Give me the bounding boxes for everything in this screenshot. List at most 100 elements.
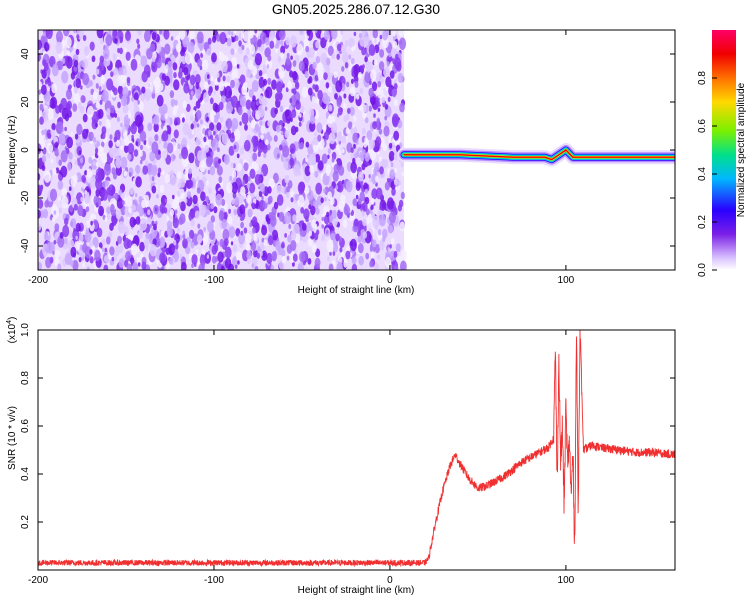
noise-speck (195, 74, 201, 85)
noise-speck (161, 56, 166, 64)
noise-speck (291, 109, 297, 118)
noise-speck (377, 107, 381, 112)
noise-speck (110, 71, 114, 78)
noise-speck (233, 144, 237, 150)
noise-speck (217, 76, 221, 83)
noise-speck (377, 228, 382, 236)
noise-speck (202, 59, 209, 71)
noise-speck (140, 93, 145, 102)
noise-speck (277, 56, 282, 63)
noise-speck (309, 165, 315, 174)
noise-speck (211, 52, 217, 63)
noise-speck (177, 143, 181, 150)
noise-speck (181, 146, 189, 160)
noise-speck (366, 130, 373, 141)
noise-speck (223, 154, 230, 165)
noise-speck (377, 80, 382, 88)
noise-speck (308, 47, 315, 58)
noise-speck (95, 122, 98, 128)
noise-speck (109, 222, 114, 231)
noise-speck (385, 76, 392, 88)
noise-speck (77, 101, 82, 109)
noise-speck (321, 216, 325, 222)
noise-speck (43, 31, 46, 37)
noise-speck (218, 211, 225, 221)
noise-speck (272, 172, 279, 184)
noise-speck (58, 159, 62, 166)
noise-speck (194, 210, 200, 220)
noise-speck (179, 254, 183, 259)
noise-speck (271, 79, 277, 90)
noise-speck (393, 99, 398, 107)
noise-speck (393, 130, 400, 141)
noise-speck (167, 60, 173, 69)
noise-speck (301, 86, 309, 98)
noise-speck (233, 128, 241, 141)
noise-speck (58, 196, 61, 202)
noise-speck (182, 122, 190, 136)
noise-speck (195, 89, 201, 100)
noise-speck (296, 43, 304, 56)
noise-speck (166, 225, 173, 237)
noise-speck (353, 31, 357, 37)
noise-speck (133, 99, 138, 108)
noise-speck (169, 169, 175, 179)
noise-speck (388, 150, 395, 162)
noise-speck (189, 30, 196, 40)
noise-speck (151, 185, 157, 194)
colorbar-tick-label: 0.0 (697, 263, 708, 277)
noise-speck (381, 96, 386, 104)
noise-speck (61, 195, 69, 209)
noise-speck (364, 55, 368, 63)
noise-speck (147, 209, 151, 216)
noise-speck (286, 244, 293, 254)
noise-speck (151, 164, 158, 176)
noise-speck (86, 168, 93, 178)
noise-speck (239, 96, 247, 108)
noise-speck (378, 61, 385, 71)
noise-speck (208, 187, 212, 194)
noise-speck (271, 229, 279, 241)
noise-speck (130, 58, 138, 71)
noise-speck (369, 177, 372, 183)
noise-speck (323, 30, 330, 40)
noise-speck (332, 116, 336, 122)
noise-speck (159, 184, 165, 193)
noise-speck (115, 139, 120, 147)
noise-speck (400, 249, 407, 261)
noise-speck (358, 255, 365, 266)
noise-speck (38, 209, 41, 219)
snr-xtick-label: -200 (28, 575, 48, 586)
noise-speck (61, 70, 69, 84)
noise-speck (231, 37, 235, 43)
noise-speck (292, 70, 298, 81)
noise-speck (82, 34, 87, 42)
noise-speck (158, 150, 161, 155)
noise-speck (113, 147, 120, 160)
noise-speck (140, 159, 143, 165)
noise-speck (86, 266, 90, 270)
noise-speck (280, 186, 285, 193)
noise-speck (168, 257, 173, 265)
noise-speck (58, 133, 66, 146)
noise-speck (66, 100, 73, 111)
noise-speck (257, 142, 264, 153)
noise-speck (137, 30, 143, 36)
noise-speck (242, 82, 248, 91)
noise-speck (44, 42, 50, 52)
noise-speck (66, 50, 71, 56)
noise-speck (125, 51, 131, 61)
noise-speck (84, 230, 92, 243)
noise-speck (267, 186, 272, 194)
noise-speck (126, 239, 132, 249)
noise-speck (188, 211, 194, 222)
noise-speck (133, 92, 139, 102)
noise-speck (267, 77, 272, 85)
spectrogram-xtick-label: -100 (204, 275, 224, 286)
noise-speck (399, 102, 405, 113)
noise-speck (383, 66, 390, 79)
noise-speck (42, 208, 49, 219)
noise-speck (305, 45, 310, 53)
noise-speck (145, 232, 150, 240)
